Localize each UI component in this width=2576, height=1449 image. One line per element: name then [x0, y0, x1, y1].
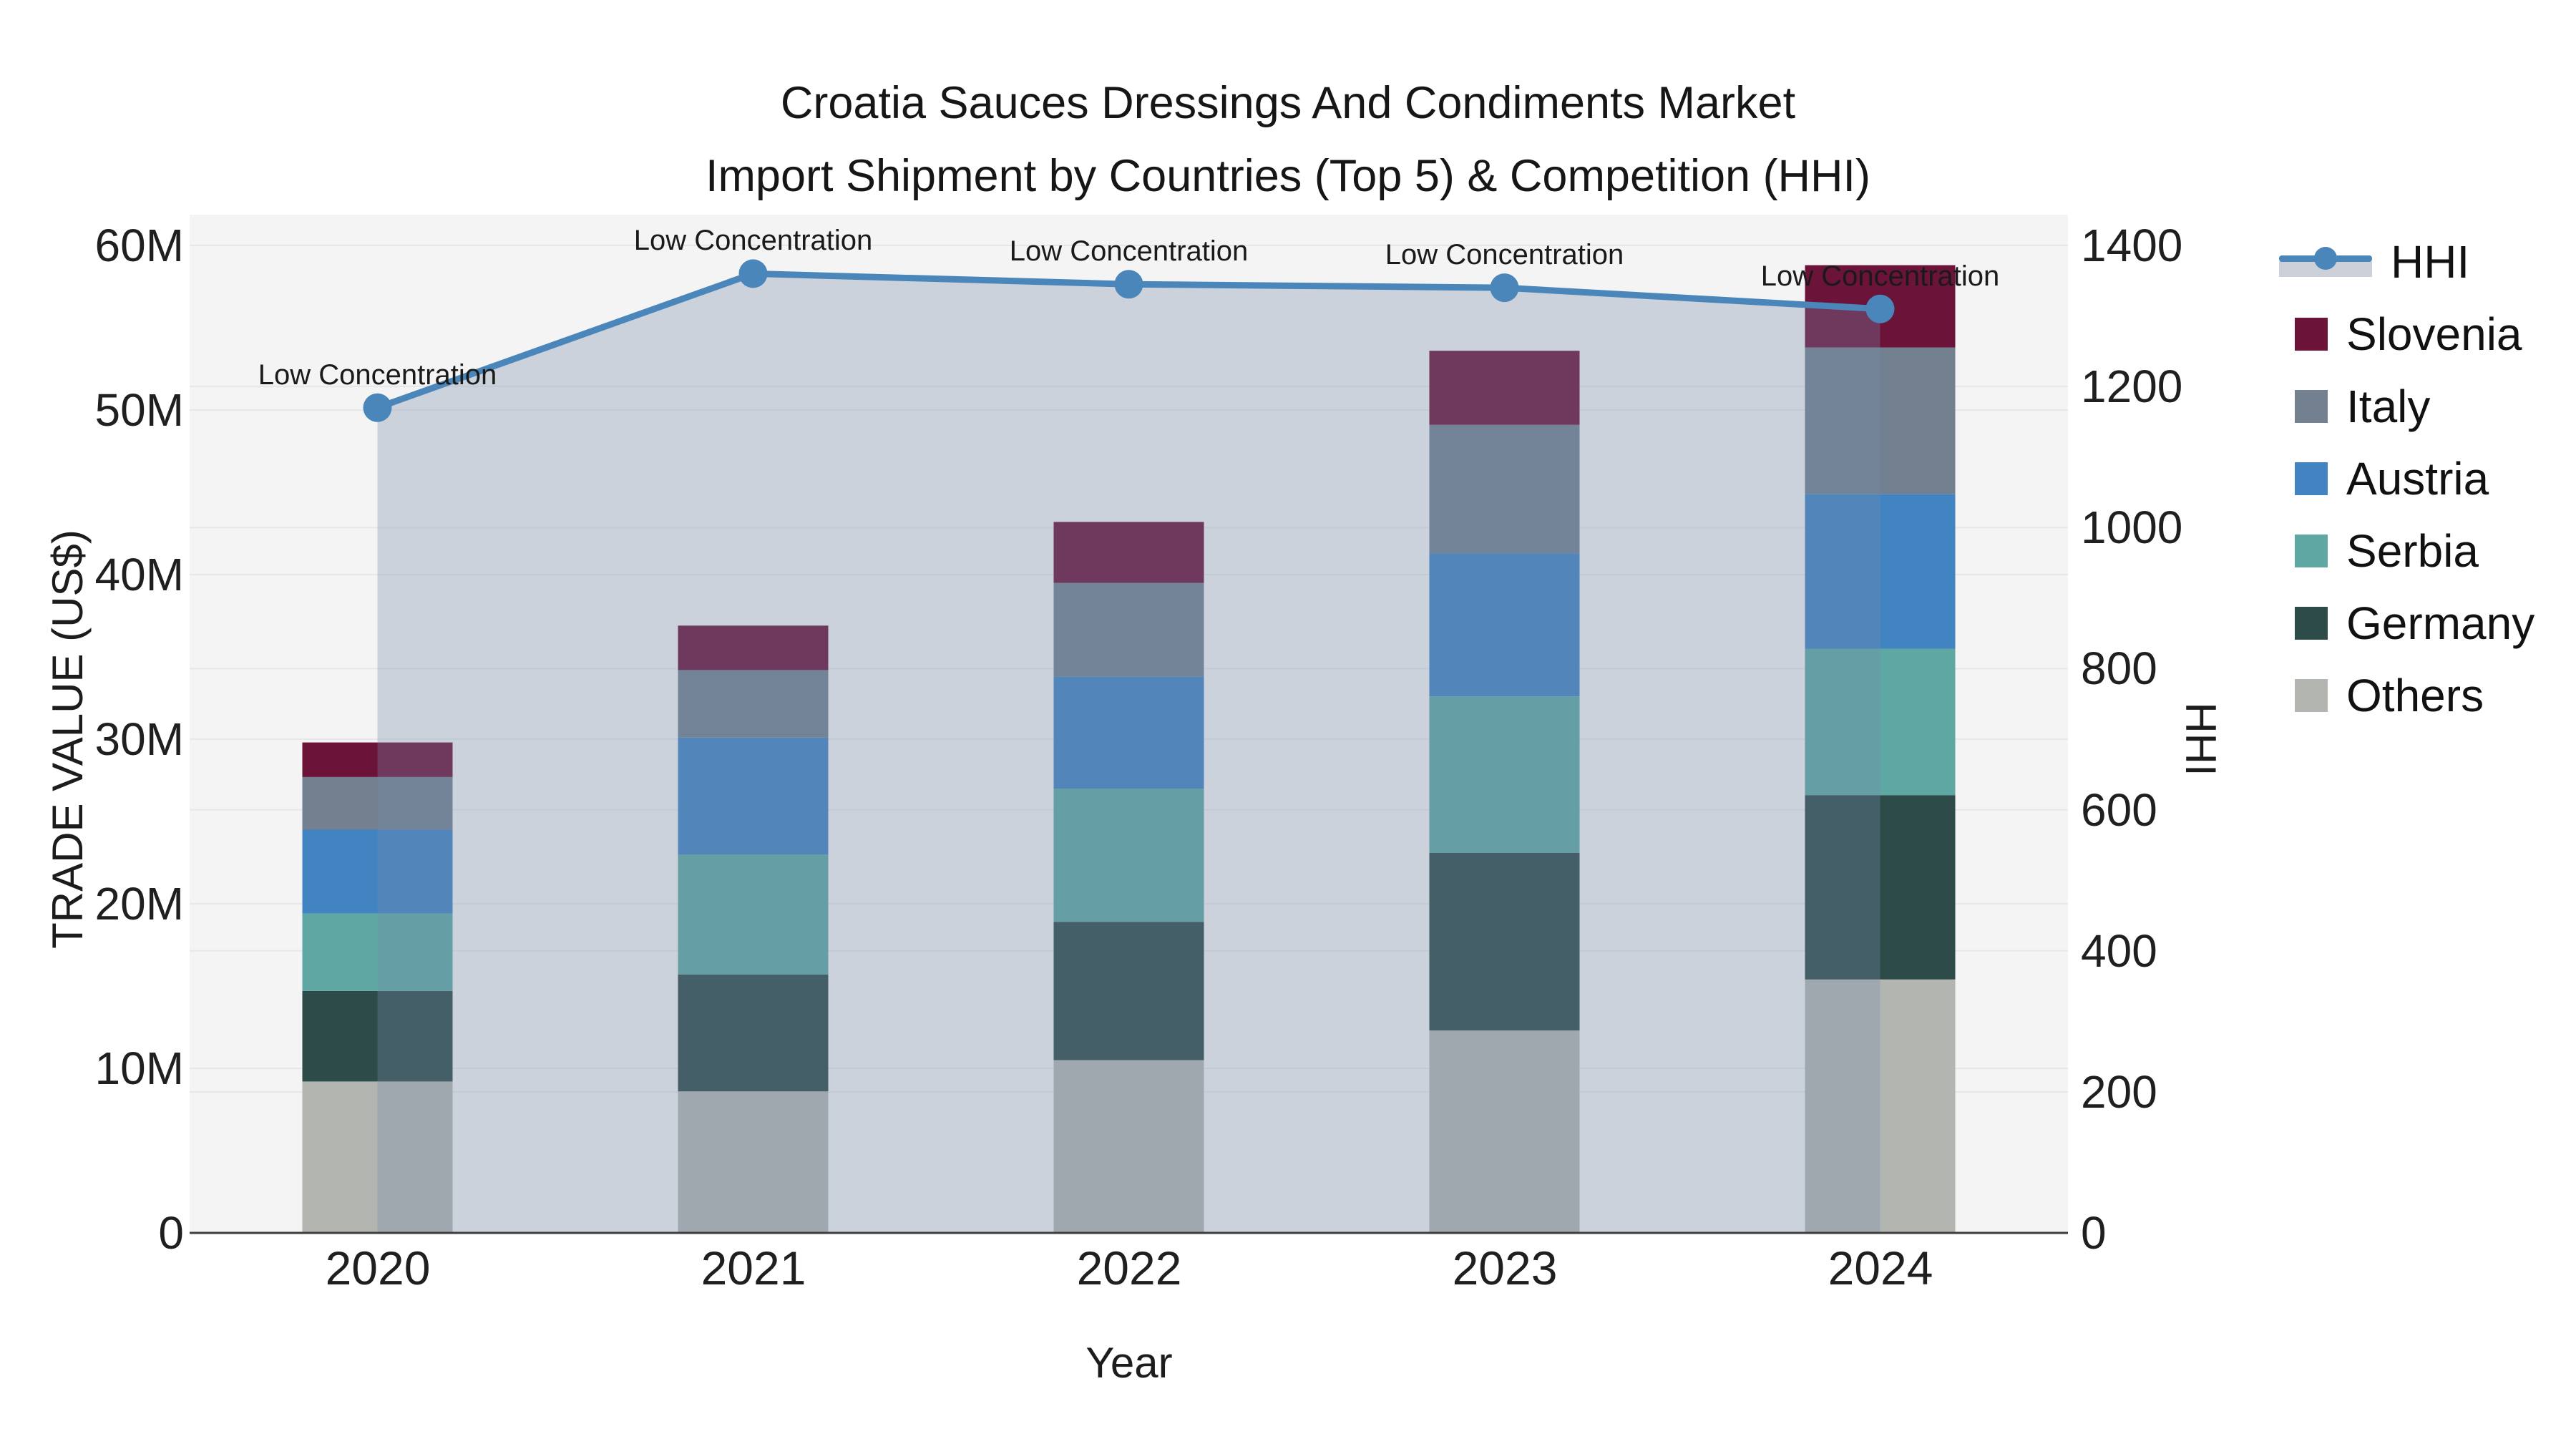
annotation-low-concentration-2022: Low Concentration [1009, 235, 1249, 268]
legend-item-austria[interactable]: Austria [2279, 443, 2576, 514]
right-tick-200: 200 [2081, 1066, 2157, 1118]
bar-segment-2022-serbia [1053, 789, 1204, 922]
others-swatch [2295, 679, 2328, 712]
bar-segment-2023-serbia [1429, 696, 1580, 853]
legend-item-italy[interactable]: Italy [2279, 371, 2576, 442]
bar-segment-2020-serbia [302, 913, 453, 991]
legend-item-serbia[interactable]: Serbia [2279, 515, 2576, 587]
chart-title-line2: Import Shipment by Countries (Top 5) & C… [705, 151, 1871, 201]
x-tick-2022: 2022 [1076, 1241, 1182, 1294]
bar-segment-2020-austria [302, 829, 453, 914]
bar-segment-2023-others [1429, 1030, 1580, 1233]
bar-segment-2022-others [1053, 1060, 1204, 1233]
x-tick-2021: 2021 [701, 1241, 806, 1294]
bar-segment-2021-serbia [678, 854, 829, 975]
bar-segment-2020-italy [302, 776, 453, 830]
germany-swatch [2295, 607, 2328, 640]
bar-segment-2020-slovenia [302, 742, 453, 777]
bar-segment-2024-serbia [1805, 648, 1956, 796]
legend-item-others[interactable]: Others [2279, 660, 2576, 731]
italy-swatch [2295, 390, 2328, 423]
hhi-legend-glyph [2279, 245, 2372, 278]
bar-segment-2023-austria [1429, 553, 1580, 697]
bar-segment-2022-austria [1053, 676, 1204, 789]
annotation-low-concentration-2021: Low Concentration [633, 225, 873, 257]
bar-segment-2024-italy [1805, 347, 1956, 494]
left-tick-40m: 40M [94, 549, 185, 600]
x-tick-2024: 2024 [1828, 1241, 1933, 1294]
bar-segment-2022-slovenia [1053, 522, 1204, 583]
legend-label: Slovenia [2346, 308, 2522, 360]
annotation-low-concentration-2020: Low Concentration [258, 358, 497, 391]
bar-segment-2022-italy [1053, 582, 1204, 677]
right-tick-1000: 1000 [2081, 502, 2183, 553]
annotation-low-concentration-2024: Low Concentration [1760, 260, 2000, 292]
legend-label: Austria [2346, 453, 2489, 504]
x-tick-2020: 2020 [325, 1241, 431, 1294]
bar-segment-2020-others [302, 1081, 453, 1233]
legend-label: Germany [2346, 597, 2535, 649]
bar-segment-2024-austria [1805, 494, 1956, 649]
hhi-marker-2022 [1114, 270, 1143, 299]
hhi-marker-2023 [1490, 273, 1519, 303]
right-tick-1200: 1200 [2081, 361, 2183, 412]
x-tick-2023: 2023 [1452, 1241, 1558, 1294]
slovenia-swatch [2295, 318, 2328, 351]
legend-item-hhi[interactable]: HHI [2279, 226, 2576, 298]
bar-segment-2023-germany [1429, 852, 1580, 1031]
annotation-low-concentration-2023: Low Concentration [1385, 239, 1624, 271]
bar-segment-2023-italy [1429, 424, 1580, 554]
serbia-swatch [2295, 535, 2328, 567]
left-tick-0: 0 [158, 1207, 184, 1259]
bar-segment-2021-austria [678, 737, 829, 854]
left-tick-10m: 10M [94, 1043, 185, 1094]
legend-label: Italy [2346, 381, 2431, 432]
legend-item-germany[interactable]: Germany [2279, 587, 2576, 659]
right-tick-1400: 1400 [2081, 220, 2183, 271]
legend-label: Serbia [2346, 525, 2479, 577]
right-tick-0: 0 [2081, 1207, 2107, 1259]
x-axis-title: Year [1085, 1339, 1173, 1387]
left-tick-50m: 50M [94, 384, 185, 436]
chart-title-line1: Croatia Sauces Dressings And Condiments … [780, 78, 1796, 128]
austria-swatch [2295, 462, 2328, 495]
bar-segment-2021-others [678, 1091, 829, 1233]
hhi-marker-2024 [1865, 294, 1895, 323]
hhi-marker-2021 [738, 259, 768, 288]
left-tick-60m: 60M [94, 220, 185, 271]
bar-segment-2024-others [1805, 979, 1956, 1233]
legend-item-slovenia[interactable]: Slovenia [2279, 298, 2576, 370]
bar-segment-2021-slovenia [678, 625, 829, 670]
bar-segment-2020-germany [302, 990, 453, 1082]
bar-segment-2021-italy [678, 670, 829, 738]
hhi-legend-marker [2314, 247, 2337, 270]
bar-segment-2023-slovenia [1429, 351, 1580, 425]
hhi-marker-2020 [363, 393, 392, 422]
right-tick-600: 600 [2081, 784, 2157, 836]
legend-label: HHI [2391, 236, 2470, 288]
hhi-area-fill [377, 273, 1880, 1233]
bar-segment-2022-germany [1053, 922, 1204, 1060]
left-tick-30m: 30M [94, 713, 185, 765]
bar-segment-2021-germany [678, 974, 829, 1092]
legend-label: Others [2346, 670, 2484, 721]
left-tick-20m: 20M [94, 878, 185, 930]
right-tick-400: 400 [2081, 925, 2157, 977]
right-tick-800: 800 [2081, 643, 2157, 694]
bar-segment-2024-germany [1805, 795, 1956, 980]
